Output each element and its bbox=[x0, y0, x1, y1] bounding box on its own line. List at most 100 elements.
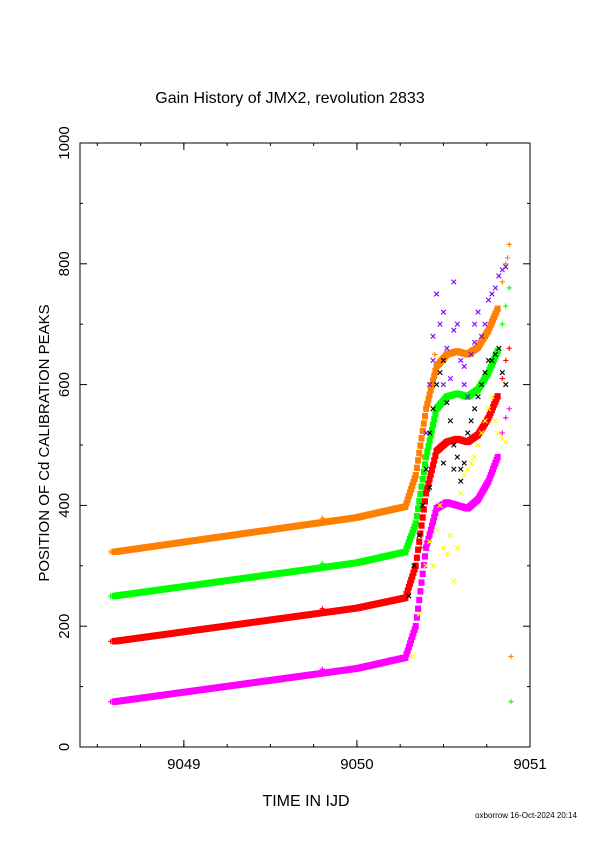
scatter-point bbox=[437, 321, 443, 327]
y-tick-label: 0 bbox=[56, 743, 73, 751]
scatter-point bbox=[416, 532, 422, 539]
scatter-point bbox=[471, 454, 478, 460]
scatter-point bbox=[475, 309, 481, 315]
scatter-point bbox=[499, 430, 505, 436]
scatter-point bbox=[503, 415, 509, 421]
x-axis-label: TIME IN IJD bbox=[262, 793, 349, 810]
scatter-point bbox=[478, 430, 485, 436]
scatter-point bbox=[416, 611, 422, 617]
trend-point bbox=[431, 372, 438, 380]
trend-point bbox=[410, 478, 417, 486]
scatter-point bbox=[440, 544, 447, 551]
trend-point bbox=[413, 512, 420, 520]
scatter-point bbox=[468, 351, 474, 358]
trend-point bbox=[427, 471, 434, 478]
series-start-marker bbox=[108, 638, 114, 644]
scatter-point bbox=[447, 532, 454, 539]
trend-point bbox=[424, 448, 431, 455]
scatter-point bbox=[432, 351, 438, 357]
trend-point bbox=[422, 498, 428, 505]
footer-credit: oxborrow 16-Oct-2024 20:14 bbox=[475, 811, 577, 820]
trend-point bbox=[494, 305, 501, 312]
trend-point bbox=[420, 468, 427, 476]
scatter-point bbox=[454, 321, 460, 327]
trend-point bbox=[431, 457, 438, 464]
trend-point bbox=[407, 489, 413, 496]
scatter-point bbox=[420, 502, 426, 509]
scatter-point bbox=[482, 369, 488, 376]
scatter-point bbox=[426, 381, 433, 388]
trend-point bbox=[417, 530, 424, 537]
trend-point bbox=[427, 432, 434, 439]
trend-point bbox=[423, 490, 430, 497]
scatter-point bbox=[471, 321, 478, 327]
trend-point bbox=[424, 485, 431, 492]
trend-point bbox=[423, 544, 430, 551]
trend-point bbox=[426, 476, 433, 483]
scatter-point bbox=[485, 297, 492, 303]
scatter-point bbox=[506, 241, 512, 248]
x-tick-label: 9049 bbox=[167, 756, 200, 773]
trend-point bbox=[431, 513, 438, 521]
trend-point bbox=[404, 587, 411, 594]
trend-point bbox=[420, 561, 427, 569]
scatter-point bbox=[447, 375, 454, 382]
trend-point bbox=[409, 633, 416, 640]
scatter-point bbox=[465, 430, 471, 436]
y-tick-label: 200 bbox=[56, 614, 73, 639]
scatter-point bbox=[482, 321, 488, 327]
scatter-point bbox=[465, 393, 471, 400]
scatter-point bbox=[458, 357, 464, 364]
y-axis-label: POSITION OF Cd CALIBRATION PEAKS bbox=[36, 304, 53, 581]
scatter-point bbox=[440, 357, 447, 364]
trend-point bbox=[417, 442, 424, 449]
scatter-point bbox=[506, 345, 512, 351]
scatter-point bbox=[506, 285, 512, 291]
scatter-point bbox=[423, 430, 429, 436]
scatter-point bbox=[503, 357, 509, 364]
trend-point bbox=[407, 580, 413, 587]
scatter-point bbox=[451, 279, 457, 285]
trend-point bbox=[432, 410, 439, 418]
y-tick-label: 400 bbox=[56, 493, 73, 518]
trend-point bbox=[494, 453, 501, 461]
scatter-point bbox=[503, 303, 509, 309]
trend-point bbox=[415, 457, 422, 464]
trend-point bbox=[415, 605, 422, 612]
scatter-point bbox=[418, 545, 424, 551]
trend-point bbox=[419, 570, 426, 578]
scatter-point bbox=[471, 339, 478, 346]
y-tick-label: 1000 bbox=[56, 126, 73, 159]
scatter-point bbox=[437, 369, 443, 376]
trend-point bbox=[412, 623, 419, 630]
scatter-point bbox=[478, 333, 485, 339]
trend-point bbox=[404, 496, 411, 503]
trend-point bbox=[410, 569, 417, 577]
series-mid-marker bbox=[319, 606, 325, 612]
trend-point bbox=[420, 420, 427, 427]
trend-point bbox=[418, 579, 425, 586]
trend-point bbox=[430, 518, 437, 525]
scatter-point bbox=[499, 369, 505, 376]
trend-point bbox=[422, 412, 428, 420]
scatter-point bbox=[499, 321, 505, 327]
series-start-marker bbox=[108, 593, 114, 599]
scatter-point bbox=[409, 653, 415, 660]
trend-point bbox=[426, 391, 433, 398]
trend-point bbox=[422, 461, 428, 468]
scatter-point bbox=[433, 526, 440, 533]
scatter-point bbox=[437, 502, 443, 509]
scatter-point bbox=[461, 363, 467, 370]
series-start-marker bbox=[108, 699, 114, 705]
scatter-point bbox=[471, 406, 478, 412]
scatter-point bbox=[423, 563, 429, 569]
scatter-point bbox=[454, 544, 460, 551]
trend-point bbox=[430, 461, 437, 469]
x-tick-label: 9050 bbox=[340, 756, 373, 773]
scatter-point bbox=[430, 406, 436, 412]
scatter-point bbox=[508, 699, 514, 705]
scatter-point bbox=[423, 466, 429, 472]
scatter-point bbox=[475, 393, 481, 400]
trend-point bbox=[422, 553, 428, 560]
trend-point bbox=[424, 400, 431, 408]
